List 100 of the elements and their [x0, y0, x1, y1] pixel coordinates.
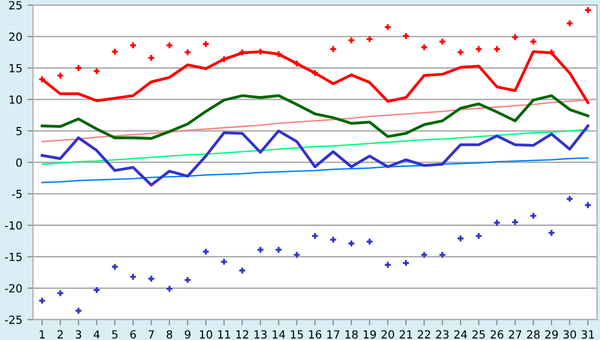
point [166, 42, 172, 48]
x-tick-label: 10 [200, 330, 212, 339]
x-tick-label: 25 [472, 330, 485, 339]
point [166, 286, 172, 292]
x-tick-label: 21 [400, 330, 412, 338]
y-tick-label: -15 [4, 252, 22, 262]
point [512, 34, 518, 40]
point [39, 76, 46, 82]
point [403, 260, 409, 266]
point [202, 41, 209, 48]
x-tick-label: 22 [418, 330, 430, 338]
point [276, 246, 282, 253]
point [294, 60, 300, 67]
x-tick-label: 9 [184, 330, 190, 339]
x-tick-label: 23 [436, 330, 449, 339]
y-tick-label: -25 [4, 316, 22, 324]
x-tick-label: 5 [112, 330, 118, 339]
x-tick-label: 11 [218, 330, 230, 338]
point [76, 308, 82, 314]
point [57, 72, 64, 78]
point [566, 196, 573, 202]
point [39, 298, 46, 304]
y-tick-label: -20 [4, 284, 22, 293]
x-tick-label: 26 [490, 330, 504, 339]
point [403, 32, 409, 39]
line-series [41, 128, 589, 165]
point [458, 49, 464, 56]
x-tick-label: 14 [272, 330, 286, 338]
line-series [40, 124, 590, 186]
x-tick-label: 27 [508, 330, 522, 338]
point [512, 219, 518, 226]
point [366, 36, 373, 42]
line-series [40, 50, 590, 104]
y-tick-label: 25 [9, 1, 22, 10]
point [221, 258, 227, 265]
point [439, 38, 446, 45]
point [584, 202, 591, 208]
point [257, 246, 264, 253]
point [384, 262, 391, 268]
point [548, 230, 554, 236]
point [130, 274, 136, 280]
x-tick-label: 8 [166, 330, 172, 339]
x-tick-label: 13 [254, 330, 267, 339]
x-tick-label: 31 [582, 330, 594, 339]
point [548, 49, 554, 56]
x-tick-label: 6 [130, 330, 136, 339]
point [57, 290, 64, 296]
x-tick-label: 1 [40, 330, 45, 338]
point [294, 252, 300, 258]
point [94, 68, 100, 74]
point [530, 212, 536, 219]
point [239, 268, 246, 274]
x-tick-label: 18 [346, 330, 358, 339]
x-tick-label: 3 [76, 330, 82, 339]
point [348, 240, 354, 246]
y-tick-label: -10 [4, 221, 22, 230]
point [348, 37, 354, 44]
point [94, 287, 100, 293]
point [366, 238, 373, 245]
x-tick-label: 16 [309, 330, 322, 339]
x-tick-label: 2 [58, 330, 63, 338]
x-tick-label: 12 [236, 330, 248, 338]
x-tick-label: 24 [454, 330, 467, 338]
x-tick-label: 17 [327, 330, 340, 338]
point [76, 65, 82, 71]
point [221, 56, 227, 62]
point [384, 24, 391, 30]
point [202, 248, 209, 255]
x-tick-label: 20 [382, 330, 394, 339]
x-tick-label: 15 [290, 330, 303, 339]
point [312, 70, 318, 76]
point [184, 49, 191, 56]
point [276, 51, 282, 58]
point [130, 42, 136, 48]
point [312, 232, 318, 239]
y-tick-label: 10 [10, 95, 22, 104]
y-tick-label: -5 [12, 190, 22, 198]
point [239, 49, 246, 56]
point [184, 277, 191, 283]
point [584, 7, 591, 14]
point [421, 252, 428, 258]
y-tick-label: 15 [10, 64, 22, 72]
x-tick-label: 4 [94, 330, 100, 338]
x-tick-label: 29 [545, 330, 558, 339]
y-tick-label: 20 [9, 32, 22, 41]
point [494, 46, 500, 52]
line-series [41, 157, 589, 184]
x-tick-label: 28 [527, 330, 540, 339]
x-tick-label: 30 [563, 330, 576, 339]
x-tick-label: 7 [148, 330, 154, 338]
y-tick-label: 5 [16, 127, 22, 136]
x-tick-label: 19 [364, 330, 376, 339]
point [439, 252, 446, 258]
point [330, 46, 336, 52]
y-tick-label: 0 [16, 158, 22, 167]
point [566, 20, 573, 26]
point [458, 236, 464, 242]
point [112, 48, 118, 55]
point [330, 236, 336, 243]
point [530, 38, 536, 45]
